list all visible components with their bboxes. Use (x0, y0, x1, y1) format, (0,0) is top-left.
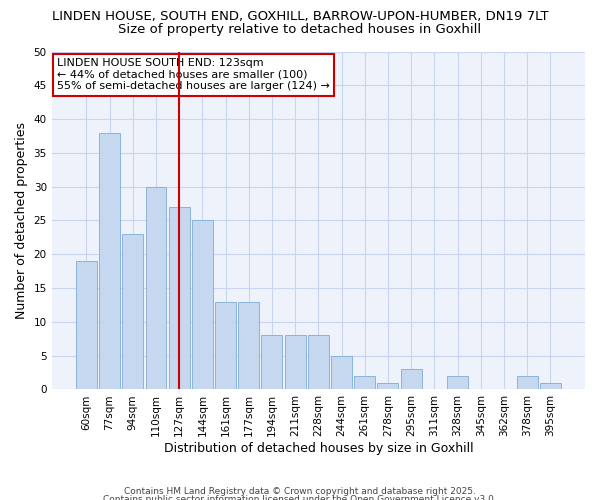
Bar (517, 376, 538, 390)
Bar (354, 376, 375, 390)
Bar (308, 336, 329, 390)
Y-axis label: Number of detached properties: Number of detached properties (15, 122, 28, 319)
Bar (169, 207, 190, 390)
Bar (122, 234, 143, 390)
Text: Contains public sector information licensed under the Open Government Licence v3: Contains public sector information licen… (103, 495, 497, 500)
Bar (447, 376, 468, 390)
Bar (331, 356, 352, 390)
X-axis label: Distribution of detached houses by size in Goxhill: Distribution of detached houses by size … (164, 442, 473, 455)
Text: Contains HM Land Registry data © Crown copyright and database right 2025.: Contains HM Land Registry data © Crown c… (124, 488, 476, 496)
Bar (99, 132, 120, 390)
Text: LINDEN HOUSE, SOUTH END, GOXHILL, BARROW-UPON-HUMBER, DN19 7LT: LINDEN HOUSE, SOUTH END, GOXHILL, BARROW… (52, 10, 548, 23)
Bar (262, 336, 283, 390)
Bar (215, 302, 236, 390)
Bar (146, 186, 166, 390)
Bar (76, 261, 97, 390)
Bar (401, 369, 422, 390)
Bar (284, 336, 305, 390)
Text: LINDEN HOUSE SOUTH END: 123sqm
← 44% of detached houses are smaller (100)
55% of: LINDEN HOUSE SOUTH END: 123sqm ← 44% of … (57, 58, 330, 92)
Bar (238, 302, 259, 390)
Bar (540, 382, 561, 390)
Bar (377, 382, 398, 390)
Text: Size of property relative to detached houses in Goxhill: Size of property relative to detached ho… (118, 22, 482, 36)
Bar (192, 220, 213, 390)
